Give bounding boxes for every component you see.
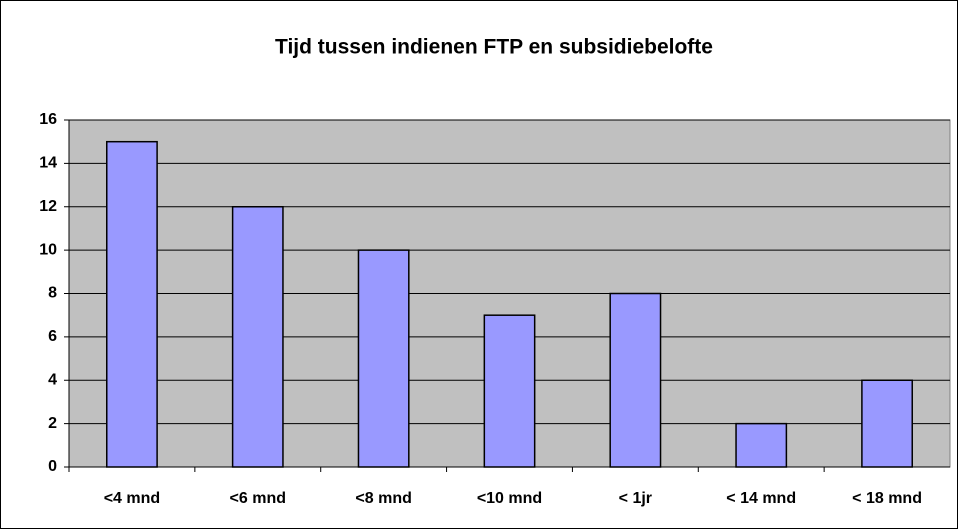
x-tick-label: <8 mnd	[355, 490, 411, 507]
bar	[231, 206, 284, 468]
bar	[357, 249, 410, 468]
y-tick-label: 14	[39, 155, 57, 172]
chart-title: Tijd tussen indienen FTP en subsidiebelo…	[275, 36, 713, 59]
bar	[735, 422, 788, 468]
bar	[861, 379, 913, 468]
y-tick-label: 2	[48, 415, 57, 432]
x-tick-label: <10 mnd	[477, 490, 542, 507]
y-tick-label: 8	[48, 285, 57, 302]
y-tick-label: 6	[48, 328, 57, 345]
x-tick-label: < 18 mnd	[852, 490, 922, 507]
y-tick-label: 12	[39, 198, 57, 215]
y-tick-label: 16	[39, 111, 57, 128]
bar	[106, 140, 158, 468]
y-tick-label: 4	[48, 371, 57, 388]
x-tick-label: <4 mnd	[104, 490, 160, 507]
x-tick-label: < 1jr	[619, 490, 652, 507]
bar	[483, 314, 536, 468]
x-tick-label: < 14 mnd	[726, 490, 796, 507]
x-tick-label: <6 mnd	[230, 490, 286, 507]
bar	[609, 292, 662, 468]
y-tick-label: 10	[39, 241, 57, 258]
y-tick-label: 0	[48, 458, 57, 475]
